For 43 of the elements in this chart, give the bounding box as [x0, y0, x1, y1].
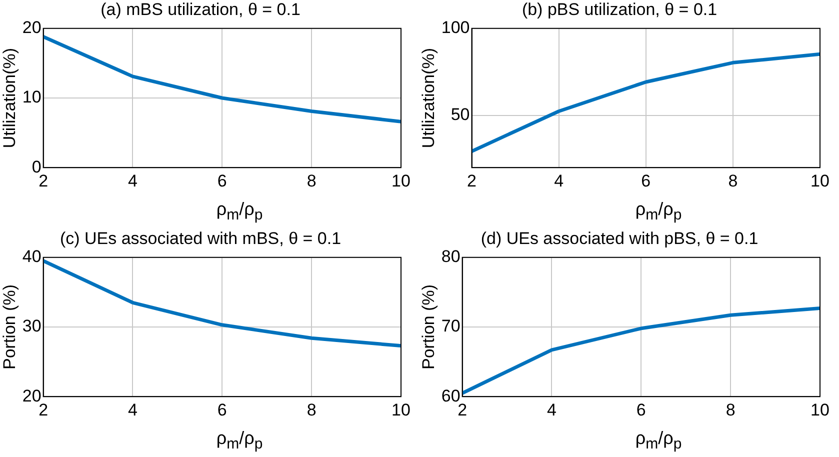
x-tick-label: 4	[128, 400, 138, 419]
x-tick-label: 6	[217, 171, 227, 190]
y-tick-label: 10	[22, 88, 42, 107]
y-tick-label: 60	[441, 386, 460, 405]
x-tick-label: 6	[217, 400, 227, 419]
y-tick-label: 80	[441, 246, 460, 266]
chart-title: (c) UEs associated with mBS, θ = 0.1	[60, 228, 342, 248]
x-tick-label: 4	[128, 171, 138, 190]
chart-title: (d) UEs associated with pBS, θ = 0.1	[480, 228, 758, 248]
chart-title: (a) mBS utilization, θ = 0.1	[100, 0, 300, 19]
y-tick-label: 50	[450, 105, 470, 124]
x-tick-label: 2	[38, 171, 48, 190]
y-tick-label: 100	[441, 18, 470, 38]
y-tick-label: 20	[22, 386, 42, 405]
y-axis-title: Utilization(%)	[0, 48, 19, 148]
x-tick-label: 10	[810, 171, 830, 190]
x-axis-title: ρ$_{m}$/ρ$_{p}$	[215, 198, 264, 226]
x-tick-label: 2	[458, 400, 468, 419]
chart-title: (b) pBS utilization, θ = 0.1	[522, 0, 718, 19]
x-tick-label: 4	[554, 171, 564, 190]
x-tick-label: 10	[392, 400, 410, 419]
x-tick-label: 6	[636, 400, 646, 419]
x-tick-label: 2	[38, 400, 48, 419]
x-tick-label: 8	[726, 400, 736, 419]
y-tick-label: 40	[22, 246, 42, 266]
y-tick-label: 70	[441, 316, 460, 336]
y-tick-label: 20	[22, 18, 42, 38]
y-axis-title: Utilization(%)	[418, 48, 438, 148]
x-tick-label: 10	[810, 400, 830, 419]
x-tick-label: 2	[467, 171, 476, 190]
x-tick-label: 8	[306, 400, 316, 419]
x-tick-label: 6	[641, 171, 651, 190]
x-tick-label: 8	[306, 171, 316, 190]
x-tick-label: 8	[728, 171, 738, 190]
x-tick-label: 4	[546, 400, 556, 419]
y-axis-title: Portion (%)	[0, 284, 19, 370]
x-axis-title: ρ$_{m}$/ρ$_{p}$	[634, 426, 683, 454]
y-tick-label: 30	[22, 316, 42, 336]
x-axis-title: ρ$_{m}$/ρ$_{p}$	[634, 198, 683, 226]
x-axis-title: ρ$_{m}$/ρ$_{p}$	[215, 426, 264, 454]
y-tick-label: 0	[32, 157, 42, 176]
y-axis-title: Portion (%)	[418, 284, 438, 370]
x-tick-label: 10	[392, 171, 410, 190]
